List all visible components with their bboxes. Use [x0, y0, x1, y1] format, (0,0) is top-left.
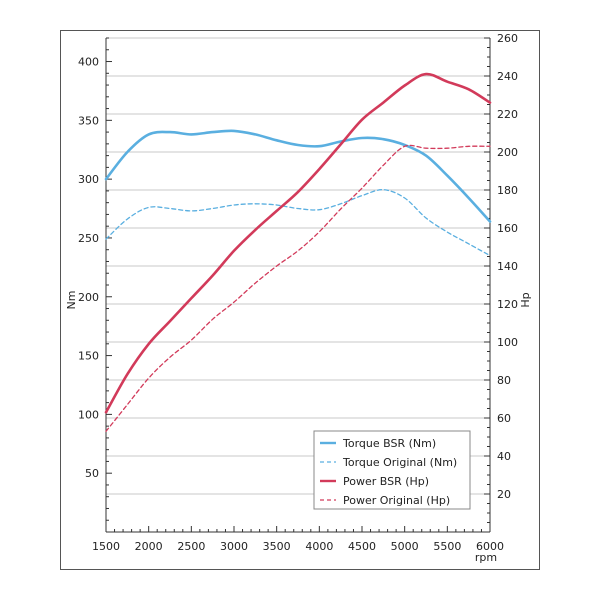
y-left-tick-label: 250	[78, 232, 99, 245]
y-right-tick-label: 40	[497, 450, 511, 463]
y-left-tick-label: 200	[78, 291, 99, 304]
axes: 1500 2000 2500 3000 3500 4000 4500 5000 5500 6000…	[65, 32, 532, 564]
series-line-torque-original-nm	[105, 189, 491, 257]
y-right-tick-label: 140	[497, 260, 518, 273]
y-right-tick-label: 20	[497, 488, 511, 501]
legend-box	[313, 430, 471, 510]
chart-frame: 1500 2000 2500 3000 3500 4000 4500 5000 5500 6000…	[60, 30, 540, 570]
y-right-tick-label: 160	[497, 222, 518, 235]
grid	[106, 37, 490, 532]
x-tick-label: 2000	[135, 540, 163, 553]
x-tick-label: 5500	[433, 540, 461, 553]
y-left-tick-label: 50	[85, 467, 99, 480]
x-tick-label: 4500	[348, 540, 376, 553]
y-right-tick-label: 220	[497, 108, 518, 121]
x-tick-label: 3500	[263, 540, 291, 553]
legend: Torque BSR (Nm) Torque Original (Nm) Power…	[313, 430, 471, 510]
legend-label: Torque Original (Nm)	[342, 456, 457, 469]
legend-label: Power Original (Hp)	[343, 494, 450, 507]
y-right-tick-label: 260	[497, 32, 518, 45]
x-tick-label: 4000	[305, 540, 333, 553]
series-lines	[104, 72, 492, 432]
y-right-tick-label: 120	[497, 298, 518, 311]
legend-label: Power BSR (Hp)	[343, 475, 429, 488]
x-tick-label: 2500	[177, 540, 205, 553]
y-left-tick-label: 150	[78, 350, 99, 363]
y-right-tick-label: 100	[497, 336, 518, 349]
y-axis-right-title: Hp	[519, 292, 532, 307]
series-line-power-bsr-hp	[104, 72, 492, 414]
x-tick-label: 1500	[92, 540, 120, 553]
x-tick-label: 5000	[391, 540, 419, 553]
y-right-tick-label: 60	[497, 412, 511, 425]
x-tick-label: 6000	[476, 540, 504, 553]
y-right-tick-label: 200	[497, 146, 518, 159]
y-left-tick-label: 300	[78, 173, 99, 186]
y-right-tick-label: 240	[497, 70, 518, 83]
legend-label: Torque BSR (Nm)	[342, 437, 436, 450]
y-left-tick-label: 100	[78, 408, 99, 421]
y-left-tick-label: 400	[78, 56, 99, 69]
series-line-power-original-hp	[105, 144, 491, 432]
y-right-tick-label: 80	[497, 374, 511, 387]
series-line-torque-bsr-nm	[104, 129, 492, 223]
y-axis-left-title: Nm	[65, 291, 78, 310]
y-right-tick-label: 180	[497, 184, 518, 197]
y-left-tick-label: 350	[78, 114, 99, 127]
x-tick-label: 3000	[220, 540, 248, 553]
x-axis-title: rpm	[475, 551, 497, 564]
dyno-chart: 1500 2000 2500 3000 3500 4000 4500 5000 5500 6000…	[65, 32, 532, 564]
